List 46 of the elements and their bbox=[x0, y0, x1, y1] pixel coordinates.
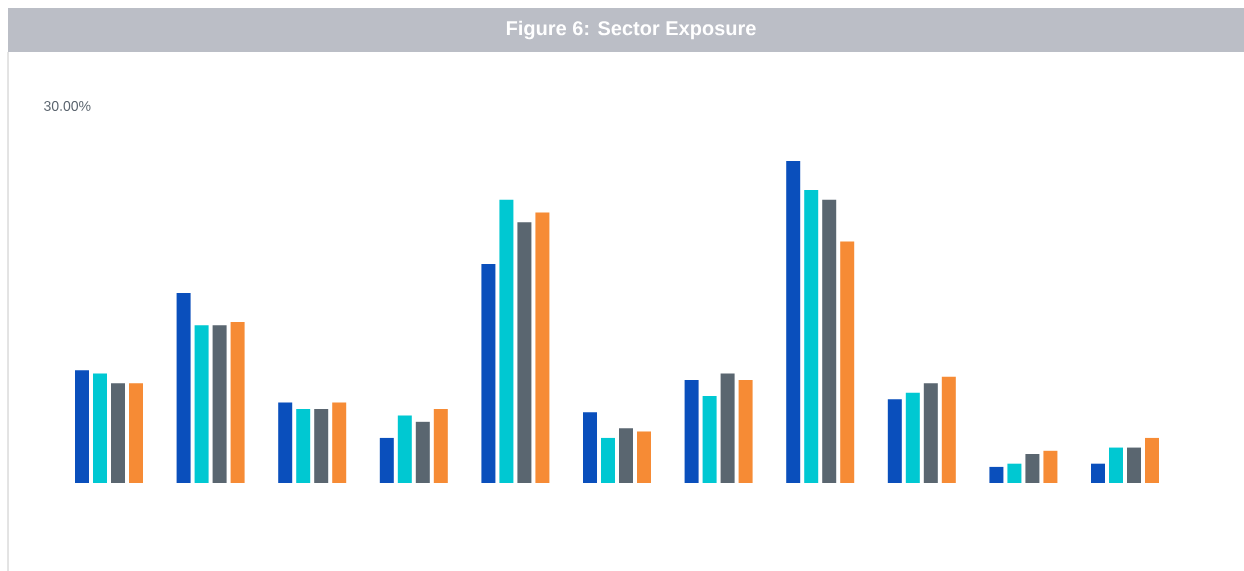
bar bbox=[619, 428, 634, 483]
bar bbox=[923, 383, 938, 483]
bar bbox=[1007, 463, 1022, 483]
bar bbox=[535, 212, 550, 483]
bar bbox=[720, 373, 735, 483]
bar bbox=[1091, 463, 1106, 483]
text: 30.00% bbox=[44, 101, 91, 111]
bar bbox=[1109, 447, 1124, 483]
bar bbox=[840, 241, 855, 483]
bar bbox=[887, 399, 902, 483]
bar bbox=[499, 199, 514, 483]
bar bbox=[129, 383, 144, 483]
bar bbox=[75, 370, 89, 483]
bar bbox=[989, 466, 1004, 483]
bar bbox=[941, 376, 956, 483]
bar bbox=[822, 199, 837, 483]
bar bbox=[212, 325, 227, 483]
bar bbox=[314, 408, 329, 483]
bar bbox=[637, 431, 652, 483]
bar bbox=[1025, 454, 1040, 483]
bar bbox=[379, 437, 394, 483]
bar bbox=[433, 408, 448, 483]
bar bbox=[296, 408, 311, 483]
bar bbox=[1145, 437, 1160, 483]
chart-title: Figure 6: Sector Exposure bbox=[506, 20, 756, 40]
bar bbox=[481, 264, 496, 483]
bar bbox=[194, 325, 209, 483]
bar bbox=[278, 402, 293, 483]
bar bbox=[415, 421, 430, 483]
bar bbox=[804, 189, 819, 483]
bar bbox=[738, 379, 753, 483]
bar bbox=[786, 161, 801, 483]
bar bbox=[397, 415, 412, 483]
bar bbox=[905, 392, 920, 483]
bar bbox=[1127, 447, 1142, 483]
bar bbox=[93, 373, 108, 483]
bar bbox=[332, 402, 347, 483]
bar bbox=[702, 396, 717, 483]
bar bbox=[230, 322, 245, 483]
bar bbox=[601, 437, 616, 483]
bar bbox=[111, 383, 126, 483]
bar bbox=[176, 293, 191, 483]
bar bbox=[517, 222, 532, 483]
bar bbox=[583, 412, 598, 483]
bar bbox=[1043, 450, 1058, 483]
bar bbox=[684, 379, 699, 483]
